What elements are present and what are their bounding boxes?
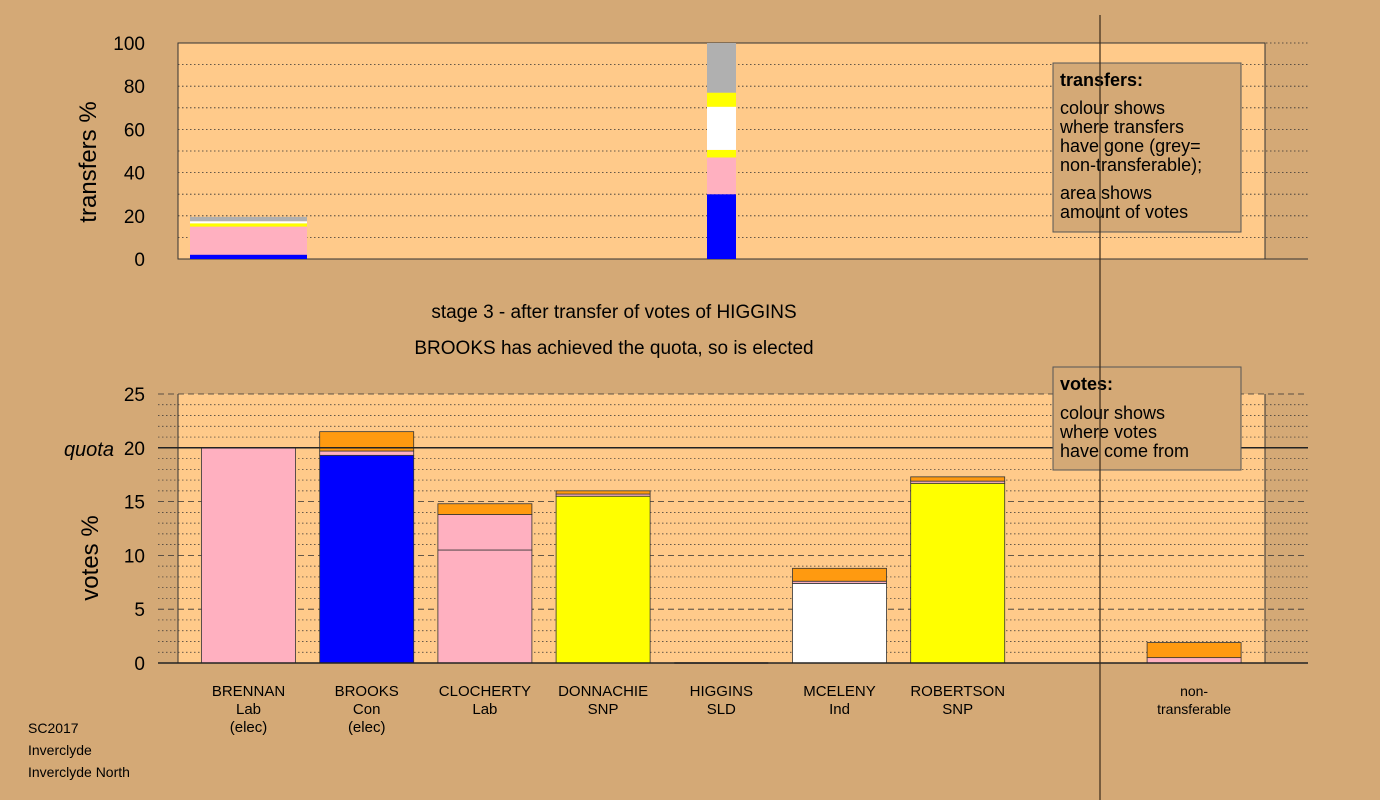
transfer-bar-segment (190, 223, 307, 227)
transfer-bar-segment (707, 92, 736, 107)
candidate-label: SNP (942, 701, 973, 718)
y-tick-label: 100 (113, 34, 145, 55)
transfer-bar-segment (190, 226, 307, 255)
transfer-bar-segment (707, 43, 736, 93)
votes-legend-line: colour shows (1060, 403, 1165, 423)
transfer-bar-segment (707, 157, 736, 195)
y-tick-label: 80 (124, 77, 145, 98)
candidate-label: MCELENY (803, 683, 876, 700)
vote-bar-segment (319, 454, 415, 664)
vote-bar-segment (1146, 642, 1242, 659)
vote-bar-segment (910, 482, 1006, 664)
y-tick-label: 0 (134, 654, 145, 675)
y-tick-label: 20 (124, 207, 145, 228)
transfer-bar-segment (707, 149, 736, 158)
transfers-legend-line: amount of votes (1060, 202, 1188, 222)
votes-legend: votes: colour shows where votes have com… (1052, 366, 1242, 471)
y-tick-label: 40 (124, 164, 145, 185)
transfers-legend: transfers: colour shows where transfers … (1052, 62, 1242, 233)
candidate-label: BROOKS (335, 683, 399, 700)
candidate-label: BRENNAN (212, 683, 285, 700)
candidate-label: SLD (707, 701, 736, 718)
y-tick-label: 5 (134, 600, 145, 621)
vote-bar-segment (201, 447, 296, 664)
candidate-label: transferable (1157, 701, 1231, 717)
candidate-label: non- (1180, 683, 1208, 699)
y-tick-label: 10 (124, 546, 145, 567)
result-title: BROOKS has achieved the quota, so is ele… (414, 338, 813, 359)
candidate-label: Lab (236, 701, 261, 718)
candidate-label: ROBERTSON (910, 683, 1005, 700)
transfers-legend-title: transfers: (1060, 70, 1143, 90)
candidate-label: DONNACHIE (558, 683, 648, 700)
y-tick-label: 0 (134, 250, 145, 271)
quota-label: quota (64, 439, 114, 461)
transfer-bar-segment (190, 254, 307, 259)
candidate-label: (elec) (230, 719, 268, 736)
transfer-bar-segment (190, 216, 307, 222)
transfers-legend-line: colour shows (1060, 98, 1165, 118)
candidate-label: SNP (588, 701, 619, 718)
vote-bar-segment (319, 450, 415, 456)
y-tick-label: 15 (124, 493, 145, 514)
footer-council: Inverclyde (28, 742, 92, 758)
vote-bar-segment (437, 549, 533, 664)
transfers-y-axis-label: transfers % (75, 101, 102, 222)
candidate-label: Con (353, 701, 381, 718)
candidate-label: Ind (829, 701, 850, 718)
transfers-legend-line: where transfers (1059, 117, 1184, 137)
vote-bar-segment (437, 514, 533, 551)
votes-legend-line: have come from (1060, 441, 1189, 461)
transfers-legend-line: non-transferable); (1060, 155, 1202, 175)
transfer-bar-segment (707, 194, 736, 259)
stage-title: stage 3 - after transfer of votes of HIG… (431, 302, 796, 323)
vote-bar-segment (319, 431, 415, 452)
y-tick-label: 20 (124, 439, 145, 460)
vote-bar-segment (792, 582, 887, 664)
transfer-bar-segment (190, 221, 307, 224)
vote-bar-segment (792, 567, 887, 582)
vote-bar-segment (555, 490, 651, 495)
candidate-label: (elec) (348, 719, 386, 736)
vote-bar-segment (910, 476, 1006, 482)
y-tick-label: 60 (124, 120, 145, 141)
votes-legend-line: where votes (1059, 422, 1157, 442)
vote-bar-segment (437, 503, 533, 515)
footer-election: SC2017 (28, 720, 79, 736)
y-tick-label: 25 (124, 385, 145, 406)
transfers-legend-line: area shows (1060, 183, 1152, 203)
vote-bar-segment (1146, 657, 1242, 664)
vote-bar-segment (555, 495, 651, 664)
transfer-bar-segment (707, 106, 736, 150)
candidate-label: Lab (472, 701, 497, 718)
footer-ward: Inverclyde North (28, 764, 130, 780)
candidate-label: CLOCHERTY (439, 683, 531, 700)
candidate-label: HIGGINS (690, 683, 753, 700)
votes-y-axis-label: votes % (77, 515, 104, 600)
transfers-legend-line: have gone (grey= (1060, 136, 1201, 156)
votes-legend-title: votes: (1060, 374, 1113, 394)
